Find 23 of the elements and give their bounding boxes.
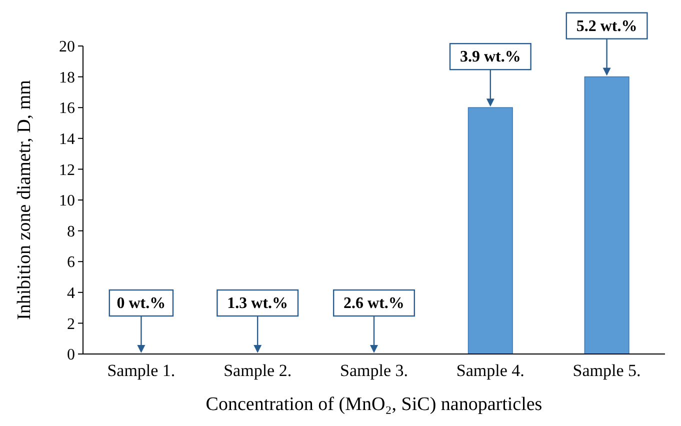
- x-tick-label: Sample 4.: [456, 361, 524, 380]
- y-tick-label: 20: [59, 38, 75, 56]
- y-tick-label: 14: [59, 131, 75, 148]
- x-tick-label: Sample 1.: [107, 361, 176, 380]
- y-tick-label: 16: [59, 100, 75, 118]
- x-tick-label: Sample 2.: [224, 361, 292, 380]
- annotation: 1.3 wt.%: [227, 295, 288, 312]
- annotation: 3.9 wt.%: [460, 48, 521, 66]
- y-tick-label: 4: [67, 285, 75, 302]
- y-axis-title: Inhibition zone diametr, D, mm: [14, 80, 35, 320]
- x-tick-label: Sample 3.: [340, 361, 408, 380]
- y-tick-label: 10: [59, 192, 75, 210]
- annotation: 5.2 wt.%: [576, 18, 638, 35]
- annotation: 2.6 wt.%: [344, 295, 404, 312]
- y-tick-label: 8: [67, 223, 75, 240]
- y-tick-label: 18: [59, 69, 75, 86]
- x-axis-title: Concentration of (MnO₂, SiC) nanoparticles: [206, 394, 542, 415]
- y-tick-label: 0: [67, 346, 75, 364]
- x-tick-label: Sample 5.: [572, 361, 641, 380]
- y-tick-label: 12: [59, 162, 75, 179]
- y-tick-label: 6: [67, 254, 75, 272]
- y-tick-label: 2: [67, 316, 75, 333]
- annotation: 0 wt.%: [116, 295, 166, 312]
